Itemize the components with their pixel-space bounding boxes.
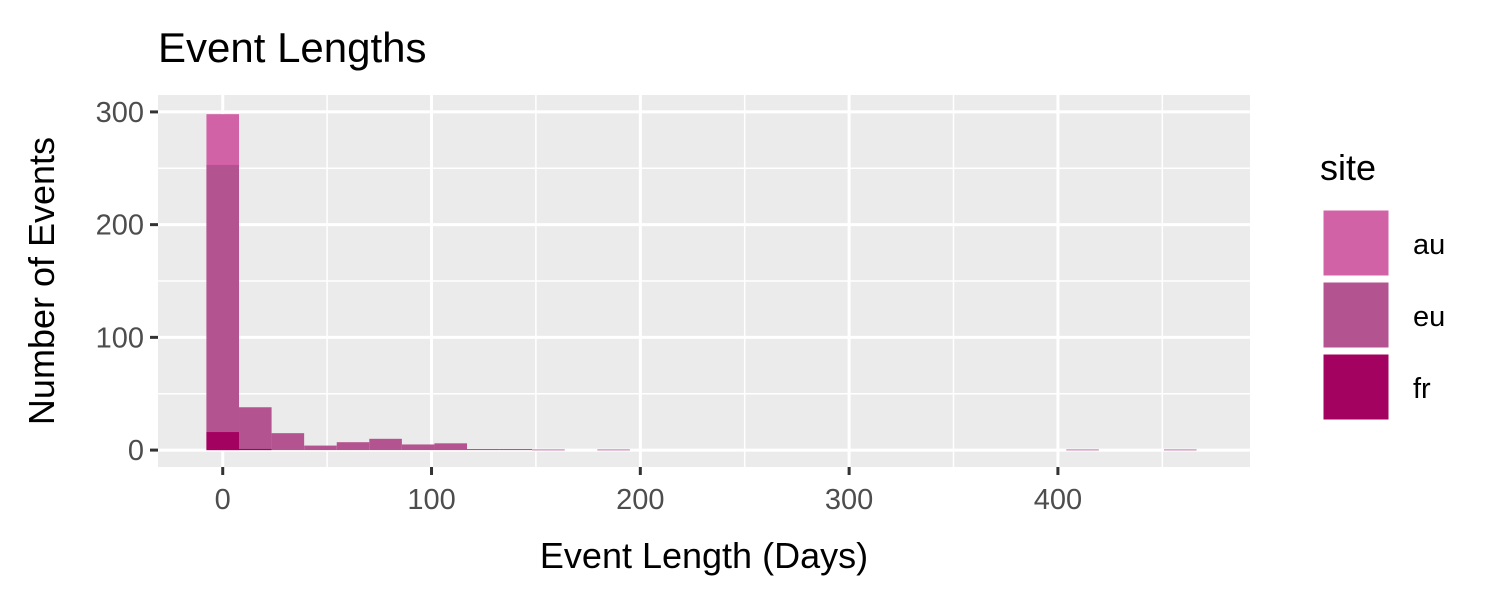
x-tick-label: 200 (616, 484, 664, 516)
y-tick-label: 300 (96, 97, 144, 129)
x-tick-label: 0 (215, 484, 231, 516)
chart-title: Event Lengths (158, 24, 427, 71)
legend-label-au: au (1413, 229, 1445, 261)
legend-label-eu: eu (1413, 301, 1445, 333)
legend-key-au (1320, 207, 1392, 279)
x-axis-ticks: 0 100 200 300 400 (215, 467, 1082, 516)
legend-label-fr: fr (1413, 373, 1431, 405)
x-tick-label: 100 (407, 484, 455, 516)
bar-eu (597, 449, 630, 451)
y-tick-label: 100 (96, 322, 144, 354)
bar-fr (239, 448, 272, 451)
bar-eu (499, 448, 533, 451)
bar-eu (434, 443, 468, 451)
bar-eu (369, 438, 402, 451)
y-axis-title: Number of Events (21, 137, 62, 425)
x-tick-label: 300 (825, 484, 873, 516)
grid-minor (158, 95, 1250, 467)
bar-eu (532, 449, 565, 451)
bar-eu (336, 442, 370, 451)
legend-key-fr (1320, 351, 1392, 423)
bar-fr (206, 432, 240, 451)
x-axis-title: Event Length (Days) (540, 535, 868, 576)
y-axis-ticks: 0 100 200 300 (96, 97, 158, 467)
y-tick-label: 200 (96, 210, 144, 242)
legend: site au eu fr (1320, 147, 1445, 423)
histogram-bars (206, 114, 1197, 451)
bar-eu (239, 407, 272, 451)
bar-eu (401, 444, 435, 451)
legend-title: site (1320, 147, 1376, 188)
legend-key-eu (1320, 279, 1392, 351)
bar-eu (271, 433, 305, 451)
bar-eu (304, 445, 337, 451)
bar-eu (206, 164, 240, 451)
x-tick-label: 400 (1034, 484, 1082, 516)
bar-eu (1163, 449, 1197, 451)
bar-eu (467, 448, 500, 451)
y-tick-label: 0 (128, 435, 144, 467)
bar-eu (1066, 449, 1099, 451)
